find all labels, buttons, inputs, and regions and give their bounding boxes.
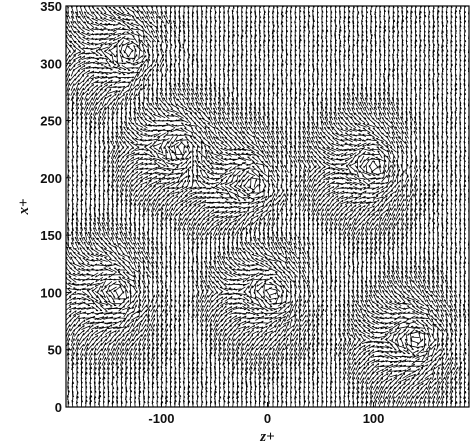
x-tick-label: -100 bbox=[148, 411, 174, 426]
vector-arrow-set bbox=[66, 6, 469, 407]
x-axis-ticks: -100 0 100 bbox=[148, 402, 384, 426]
y-axis-label: x+ bbox=[16, 198, 32, 215]
y-tick-label: 250 bbox=[40, 114, 62, 129]
y-axis-ticks: 0 50 100 150 200 250 300 350 bbox=[40, 0, 71, 415]
y-tick-label: 350 bbox=[40, 0, 62, 14]
x-tick-label: 0 bbox=[264, 411, 271, 426]
y-tick-label: 200 bbox=[40, 171, 62, 186]
y-tick-label: 100 bbox=[40, 285, 62, 300]
y-tick-label: 150 bbox=[40, 228, 62, 243]
x-tick-label: 100 bbox=[363, 411, 385, 426]
vector-arrows bbox=[66, 6, 469, 407]
y-tick-label: 300 bbox=[40, 56, 62, 71]
y-tick-label: 50 bbox=[48, 343, 62, 358]
x-axis-label: z+ bbox=[259, 429, 274, 445]
y-tick-label: 0 bbox=[55, 400, 62, 415]
